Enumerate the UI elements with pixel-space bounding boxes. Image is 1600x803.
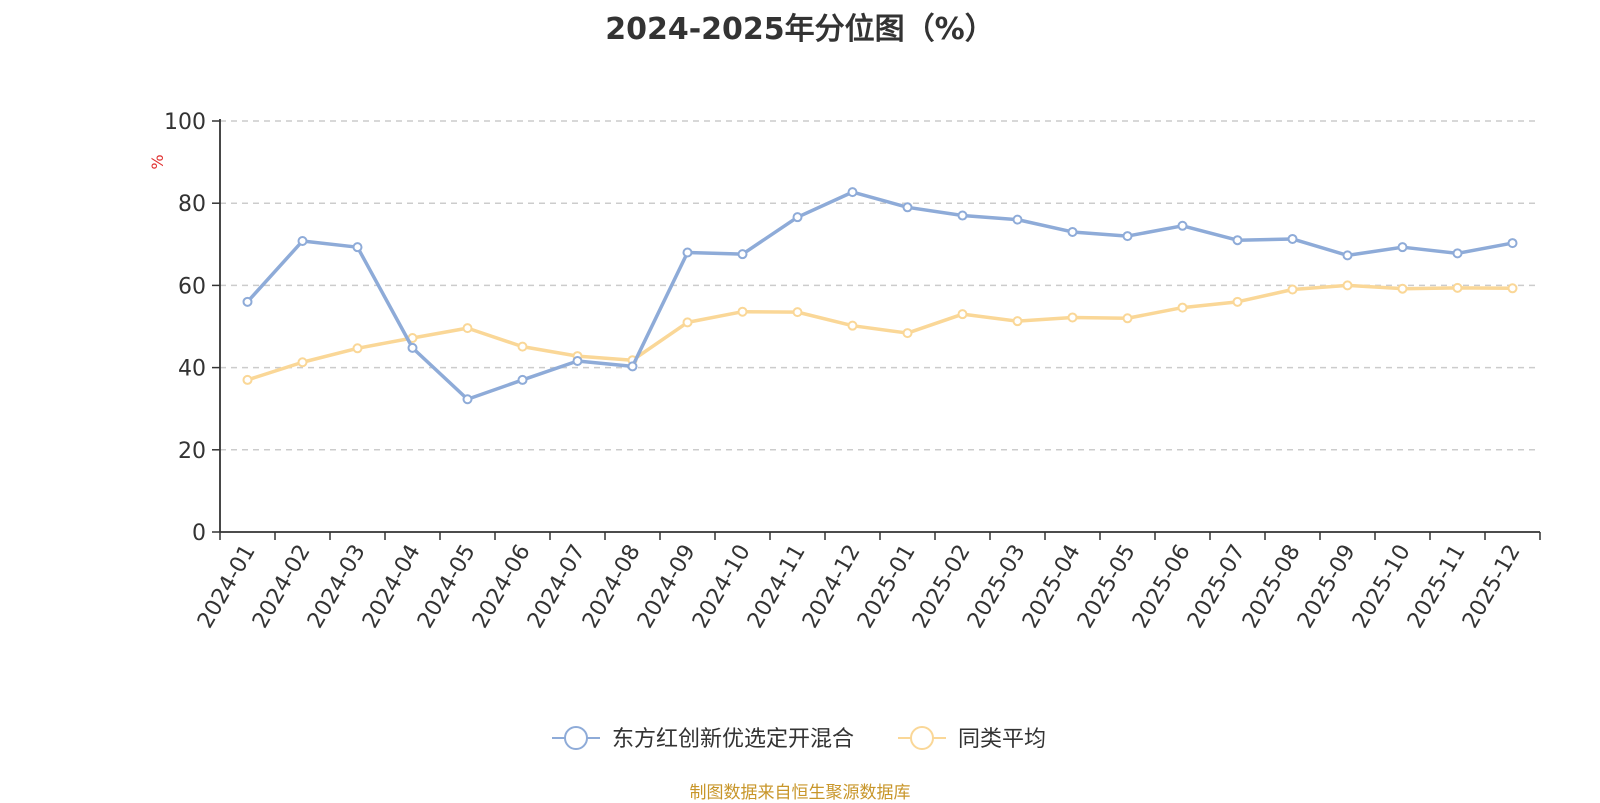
data-point[interactable] [682, 247, 693, 258]
data-point[interactable] [297, 357, 308, 368]
data-point[interactable] [847, 187, 858, 198]
source-note: 制图数据来自恒生聚源数据库 [689, 783, 911, 803]
data-point[interactable] [1067, 226, 1078, 237]
data-point[interactable] [737, 306, 748, 317]
data-point[interactable] [1287, 284, 1298, 295]
data-point[interactable] [407, 342, 418, 353]
y-tick-label: 60 [178, 274, 206, 299]
data-point[interactable] [517, 341, 528, 352]
legend-marker[interactable] [564, 726, 588, 750]
data-point[interactable] [1012, 214, 1023, 225]
legend[interactable]: 东方红创新优选定开混合 同类平均 [552, 726, 1046, 752]
data-point[interactable] [792, 307, 803, 318]
data-point[interactable] [1177, 220, 1188, 231]
data-point[interactable] [1342, 280, 1353, 291]
y-axis-unit-label: % [148, 154, 167, 169]
data-point[interactable] [1232, 235, 1243, 246]
data-point[interactable] [352, 343, 363, 354]
data-point[interactable] [1067, 312, 1078, 323]
y-tick-label: 20 [178, 439, 206, 464]
gridlines [220, 120, 1540, 451]
data-point[interactable] [1287, 233, 1298, 244]
data-point[interactable] [1232, 296, 1243, 307]
data-point[interactable] [1397, 283, 1408, 294]
series [242, 187, 1518, 405]
data-point[interactable] [1452, 282, 1463, 293]
data-point[interactable] [902, 328, 913, 339]
y-tick-label: 40 [178, 357, 206, 382]
y-tick-label: 80 [178, 192, 206, 217]
data-point[interactable] [682, 317, 693, 328]
data-point[interactable] [957, 309, 968, 320]
data-point[interactable] [1397, 242, 1408, 253]
data-point[interactable] [1507, 238, 1518, 249]
data-point[interactable] [297, 236, 308, 247]
data-point[interactable] [627, 361, 638, 372]
data-point[interactable] [1177, 302, 1188, 313]
legend-label[interactable]: 东方红创新优选定开混合 [612, 727, 854, 752]
data-point[interactable] [1122, 313, 1133, 324]
data-point[interactable] [462, 394, 473, 405]
data-point[interactable] [1122, 231, 1133, 242]
data-point[interactable] [242, 296, 253, 307]
data-point[interactable] [1012, 316, 1023, 327]
data-point[interactable] [902, 202, 913, 213]
data-point[interactable] [957, 210, 968, 221]
data-point[interactable] [462, 323, 473, 334]
axes: 020406080100%2024-012024-022024-032024-0… [148, 110, 1541, 633]
y-tick-label: 100 [164, 110, 206, 135]
y-tick-label: 0 [192, 521, 206, 546]
legend-label[interactable]: 同类平均 [958, 727, 1046, 752]
data-point[interactable] [572, 356, 583, 367]
series-line [246, 190, 1513, 401]
data-point[interactable] [352, 242, 363, 253]
legend-marker[interactable] [910, 726, 934, 750]
data-point[interactable] [792, 212, 803, 223]
data-point[interactable] [1342, 250, 1353, 261]
chart-title: 2024-2025年分位图（%） [605, 12, 995, 47]
data-point[interactable] [1507, 283, 1518, 294]
series-line [246, 283, 1513, 382]
data-point[interactable] [847, 320, 858, 331]
data-point[interactable] [517, 374, 528, 385]
data-point[interactable] [737, 249, 748, 260]
data-point[interactable] [1452, 248, 1463, 259]
data-point[interactable] [242, 374, 253, 385]
